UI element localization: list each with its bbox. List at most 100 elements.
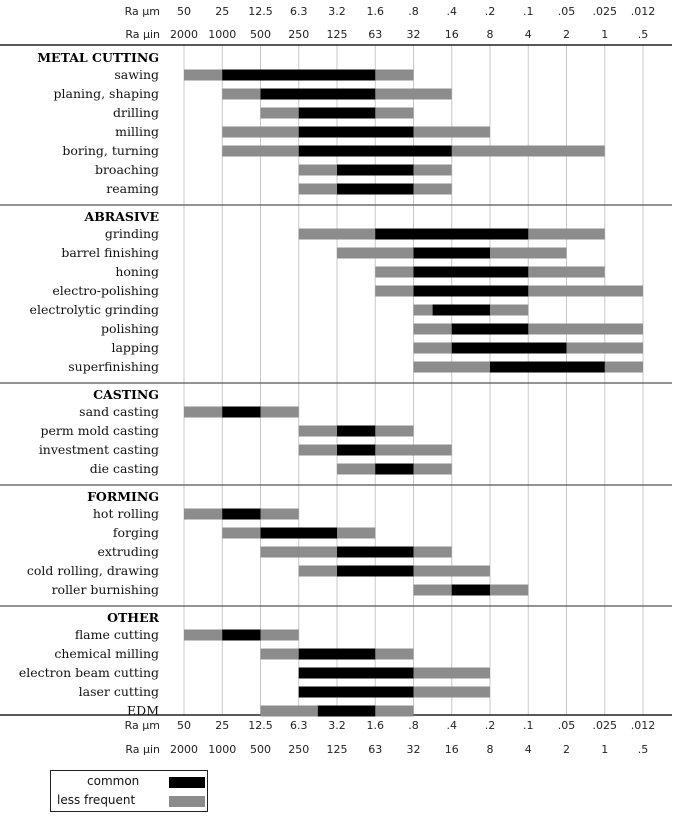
- bar-common: [337, 444, 376, 456]
- process-label-sawing: sawing: [114, 67, 159, 82]
- bar-common: [222, 406, 261, 418]
- tick-label: 16: [445, 743, 459, 756]
- bar-common: [451, 342, 567, 354]
- legend-item-common: common: [51, 773, 207, 791]
- process-label-lapping: lapping: [111, 340, 159, 355]
- tick-label: 2: [563, 28, 570, 41]
- tick-label: .05: [558, 719, 576, 732]
- tick-label: 12.5: [248, 719, 273, 732]
- bar-common: [298, 145, 452, 157]
- group-title-other: OTHER: [107, 610, 160, 625]
- process-label-cold-rolling-drawing: cold rolling, drawing: [27, 563, 159, 578]
- tick-label: 16: [445, 28, 459, 41]
- tick-label: 6.3: [290, 5, 308, 18]
- tick-label: 50: [177, 5, 191, 18]
- tick-label: 250: [288, 28, 309, 41]
- process-label-laser-cutting: laser cutting: [79, 684, 159, 699]
- tick-label: .2: [485, 719, 496, 732]
- bar-common: [298, 107, 376, 119]
- tick-label: 250: [288, 743, 309, 756]
- tick-label: 125: [327, 28, 348, 41]
- tick-label: 1: [601, 743, 608, 756]
- tick-label: 1000: [208, 743, 236, 756]
- process-label-roller-burnishing: roller burnishing: [52, 582, 159, 597]
- tick-label: .5: [638, 28, 649, 41]
- tick-label: 2000: [170, 743, 198, 756]
- tick-label: 500: [250, 743, 271, 756]
- process-label-electron-beam-cutting: electron beam cutting: [19, 665, 159, 680]
- tick-label: 2: [563, 743, 570, 756]
- process-label-die-casting: die casting: [90, 461, 159, 476]
- process-label-investment-casting: investment casting: [39, 442, 159, 457]
- process-label-boring-turning: boring, turning: [62, 143, 159, 158]
- legend-label-common: common: [87, 774, 140, 788]
- process-label-grinding: grinding: [105, 226, 159, 241]
- process-label-broaching: broaching: [95, 162, 159, 177]
- axis-label: Ra µin: [125, 743, 160, 756]
- tick-label: .012: [631, 719, 656, 732]
- bar-common: [375, 463, 414, 475]
- bar-common: [222, 508, 261, 520]
- process-label-planing-shaping: planing, shaping: [54, 86, 159, 101]
- tick-label: 6.3: [290, 719, 308, 732]
- tick-label: .4: [447, 5, 458, 18]
- bar-common: [298, 686, 414, 698]
- tick-label: 25: [215, 5, 229, 18]
- tick-label: 2000: [170, 28, 198, 41]
- tick-label: .5: [638, 743, 649, 756]
- bar-common: [490, 361, 605, 373]
- bar-common: [337, 546, 414, 558]
- tick-label: .1: [523, 719, 534, 732]
- group-title-casting: CASTING: [93, 387, 159, 402]
- process-label-edm: EDM: [127, 703, 159, 718]
- bar-common: [222, 69, 376, 81]
- tick-label: .8: [408, 719, 419, 732]
- tick-label: 8: [487, 743, 494, 756]
- bar-common: [413, 285, 529, 297]
- tick-label: 3.2: [328, 5, 346, 18]
- process-label-reaming: reaming: [106, 181, 159, 196]
- tick-label: .1: [523, 5, 534, 18]
- legend-label-less-frequent: less frequent: [57, 793, 136, 807]
- tick-label: 1000: [208, 28, 236, 41]
- tick-label: 1.6: [367, 719, 385, 732]
- tick-label: 63: [368, 743, 382, 756]
- process-label-forging: forging: [113, 525, 159, 540]
- tick-label: 3.2: [328, 719, 346, 732]
- tick-label: 4: [525, 743, 532, 756]
- bar-common: [222, 629, 261, 641]
- bar-common: [413, 247, 490, 259]
- bar-common: [337, 565, 414, 577]
- process-label-milling: milling: [115, 124, 159, 139]
- group-title-metal-cutting: METAL CUTTING: [37, 50, 159, 65]
- tick-label: .4: [447, 719, 458, 732]
- bar-common: [413, 266, 529, 278]
- tick-label: 12.5: [248, 5, 273, 18]
- process-label-hot-rolling: hot rolling: [93, 506, 159, 521]
- bar-common: [337, 183, 414, 195]
- tick-label: 32: [407, 743, 421, 756]
- bar-common: [260, 88, 376, 100]
- axis-label: Ra µm: [125, 719, 160, 732]
- group-title-forming: FORMING: [87, 489, 159, 504]
- process-label-extruding: extruding: [97, 544, 159, 559]
- bar-common: [298, 648, 376, 660]
- process-label-polishing: polishing: [101, 321, 159, 336]
- bar-common: [337, 425, 376, 437]
- tick-label: .012: [631, 5, 656, 18]
- process-label-barrel-finishing: barrel finishing: [61, 245, 159, 260]
- tick-label: .2: [485, 5, 496, 18]
- process-label-perm-mold-casting: perm mold casting: [41, 423, 160, 438]
- tick-label: .8: [408, 5, 419, 18]
- tick-label: 63: [368, 28, 382, 41]
- tick-label: .05: [558, 5, 576, 18]
- process-label-flame-cutting: flame cutting: [75, 627, 159, 642]
- group-title-abrasive: ABRASIVE: [84, 209, 159, 224]
- tick-label: 25: [215, 719, 229, 732]
- tick-label: 4: [525, 28, 532, 41]
- tick-label: 1: [601, 28, 608, 41]
- axis-label: Ra µm: [125, 5, 160, 18]
- bar-common: [432, 304, 490, 316]
- tick-label: 50: [177, 719, 191, 732]
